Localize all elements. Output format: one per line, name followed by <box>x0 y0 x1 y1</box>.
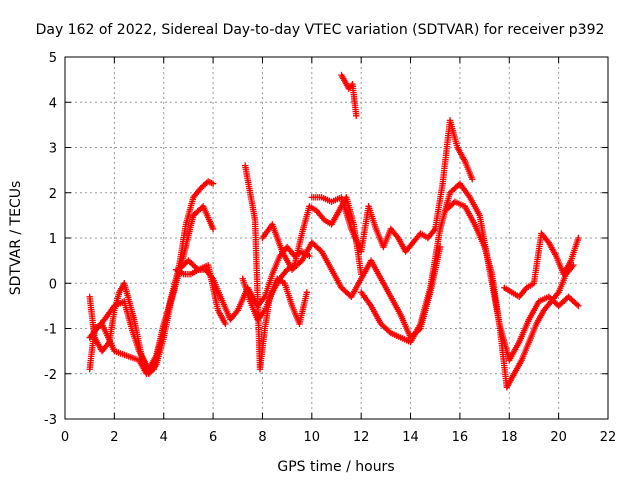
y-tick-label: 5 <box>49 51 57 66</box>
y-tick-label: 1 <box>49 232 57 247</box>
x-tick-label: 12 <box>353 430 370 445</box>
data-point <box>386 328 393 335</box>
x-tick-label: 4 <box>160 430 168 445</box>
data-points <box>86 71 582 391</box>
series-trace-c <box>86 203 217 373</box>
x-tick-label: 6 <box>209 430 217 445</box>
x-axis-label: GPS time / hours <box>277 459 394 475</box>
y-tick-label: 4 <box>49 96 57 111</box>
y-tick-label: -2 <box>44 368 57 383</box>
data-point <box>575 302 582 310</box>
x-tick-label: 20 <box>550 430 567 445</box>
x-tick-label: 8 <box>258 430 266 445</box>
series-trace-i <box>308 117 476 255</box>
x-tick-label: 2 <box>110 430 118 445</box>
x-axis-ticks: 0 2 4 6 8 10 12 14 16 18 20 22 <box>61 57 616 445</box>
y-axis-label: SDTVAR / TECUs <box>8 181 24 296</box>
data-point <box>573 301 581 308</box>
series-trace-h <box>338 71 360 120</box>
x-tick-label: 10 <box>304 430 321 445</box>
data-point <box>209 180 217 187</box>
y-axis-ticks: -3 -2 -1 0 1 2 3 4 5 <box>44 51 608 428</box>
y-tick-label: -1 <box>44 323 57 338</box>
y-tick-label: -3 <box>44 413 57 428</box>
y-tick-label: 0 <box>49 277 57 292</box>
x-tick-label: 0 <box>61 430 69 445</box>
y-tick-label: 3 <box>49 142 57 157</box>
y-tick-label: 2 <box>49 187 57 202</box>
chart-title: Day 162 of 2022, Sidereal Day-to-day VTE… <box>36 22 605 38</box>
data-point <box>436 243 444 251</box>
series-trace-l <box>501 230 582 301</box>
data-point <box>575 234 582 242</box>
data-point <box>306 252 313 260</box>
x-tick-label: 14 <box>402 430 419 445</box>
data-point <box>209 225 217 233</box>
data-point <box>469 175 476 183</box>
data-point <box>303 289 311 296</box>
data-point <box>353 112 360 120</box>
x-tick-label: 16 <box>452 430 469 445</box>
x-tick-label: 22 <box>600 430 617 445</box>
series-trace-k <box>441 198 577 391</box>
series-trace-j <box>357 180 582 364</box>
x-tick-label: 18 <box>501 430 518 445</box>
series-trace-a <box>86 178 217 377</box>
data-point <box>222 320 229 328</box>
